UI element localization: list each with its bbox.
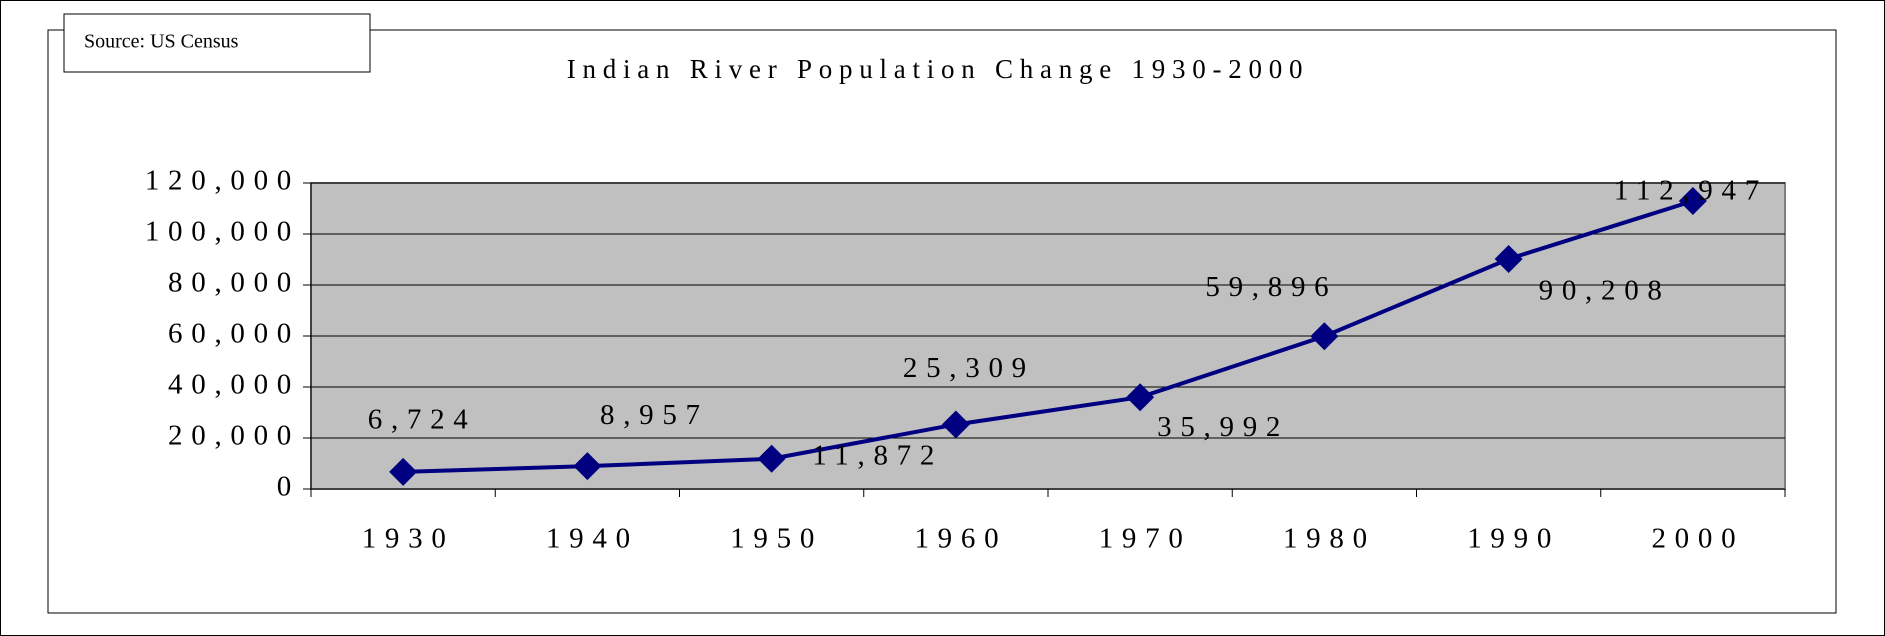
y-tick-label: 40,000 [168,369,300,401]
x-tick-label: 1930 [362,523,455,555]
data-point [1494,244,1523,273]
x-tick-label: 2000 [1651,523,1744,555]
data-label: 6,724 [368,404,477,436]
chart-title: Indian River Population Change 1930-2000 [567,54,1309,84]
source-box [63,13,371,73]
data-point [757,444,786,473]
y-tick-label: 80,000 [168,267,300,299]
source: Source: US Census [84,31,239,53]
y-tick-label: 120,000 [145,165,300,197]
data-point [941,410,970,439]
data-label: 90,208 [1539,275,1671,307]
x-tick-label: 1950 [730,523,823,555]
x-tick-label: 1940 [546,523,639,555]
data-point [389,457,418,486]
y-tick-label: 100,000 [145,216,300,248]
data-label: 112,947 [1614,175,1768,207]
x-tick-label: 1960 [914,523,1007,555]
data-line [403,199,1694,474]
data-label: 59,896 [1205,271,1337,303]
data-point [1126,383,1155,412]
data-point [1310,322,1339,351]
x-tick-label: 1990 [1467,523,1560,555]
x-tick-label: 1970 [1099,523,1192,555]
data-label: 35,992 [1157,411,1289,443]
data-point [1678,186,1707,215]
y-tick-label: 60,000 [168,318,300,350]
y-tick-label: 0 [277,471,300,503]
data-point [573,452,602,481]
x-tick-label: 1980 [1283,523,1376,555]
data-label: 11,872 [812,439,943,471]
y-tick-label: 20,000 [168,420,300,452]
data-label: 8,957 [600,399,709,431]
data-label: 25,309 [903,352,1035,384]
